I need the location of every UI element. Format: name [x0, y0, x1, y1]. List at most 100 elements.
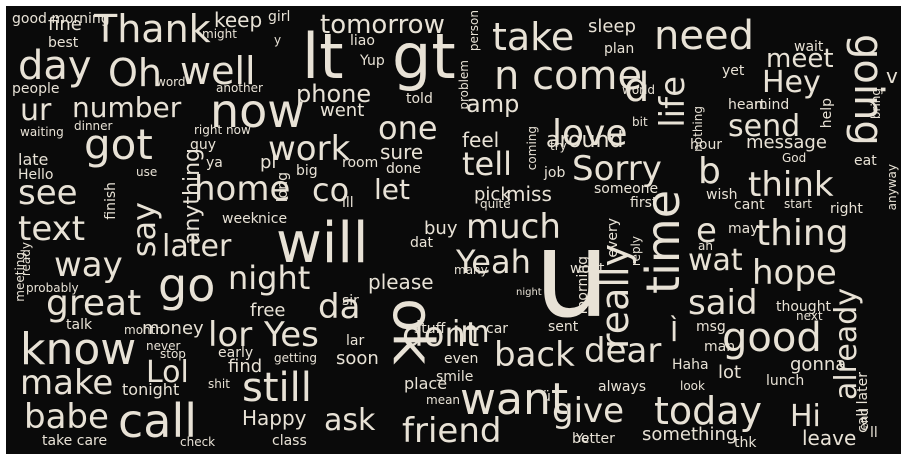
cloud-word: night — [228, 259, 311, 297]
cloud-word: still — [242, 365, 312, 411]
cloud-word: lt — [302, 20, 344, 93]
cloud-word: love — [552, 113, 628, 154]
cloud-word: hope — [752, 253, 837, 293]
cloud-word: done — [386, 161, 421, 177]
cloud-word: Yup — [360, 53, 385, 69]
cloud-word: know — [20, 324, 137, 375]
cloud-word: wish — [706, 187, 738, 203]
cloud-word: start — [784, 197, 812, 211]
cloud-word: got — [84, 120, 153, 169]
cloud-word: pl — [260, 152, 277, 173]
cloud-word: give — [552, 391, 625, 431]
cloud-word: lor — [208, 315, 253, 355]
cloud-word: co — [312, 171, 350, 209]
cloud-word: d — [624, 65, 650, 111]
cloud-word: day — [18, 43, 92, 89]
cloud-word: later — [162, 229, 232, 264]
cloud-word: waiting — [20, 125, 64, 139]
cloud-word: money — [142, 318, 204, 339]
cloud-word: ur — [20, 93, 52, 128]
cloud-word: meet — [766, 44, 834, 74]
cloud-word: bring — [869, 88, 883, 120]
cloud-word: world — [622, 83, 656, 97]
cloud-word: something — [642, 424, 738, 445]
cloud-word: b — [698, 151, 721, 192]
cloud-word: Lol — [146, 355, 189, 390]
cloud-word: many — [454, 263, 488, 277]
cloud-word: im — [452, 315, 490, 350]
cloud-word: best — [48, 35, 79, 51]
cloud-word: mean — [426, 393, 461, 407]
cloud-word: ready — [19, 242, 33, 277]
cloud-word: reply — [629, 236, 643, 267]
cloud-word: even — [444, 351, 479, 367]
cloud-word: right now — [194, 123, 251, 137]
cloud-word: God — [782, 151, 807, 165]
cloud-word: people — [12, 81, 60, 97]
cloud-word: said — [688, 283, 758, 323]
cloud-word: fine — [48, 14, 82, 35]
cloud-word: Thank — [94, 7, 211, 51]
cloud-word: end — [857, 408, 871, 431]
cloud-word: ill — [342, 195, 354, 211]
cloud-word: right — [830, 201, 863, 217]
cloud-word: gonna — [790, 354, 847, 375]
cloud-word: free — [250, 300, 286, 321]
cloud-word: text — [18, 209, 86, 249]
cloud-word: mind — [754, 97, 790, 113]
cloud-word: back — [494, 335, 575, 375]
cloud-word: anything — [180, 148, 205, 246]
cloud-word: next — [796, 309, 823, 323]
cloud-word: dat — [410, 235, 433, 251]
cloud-word: probably — [26, 281, 79, 295]
cloud-word: say — [125, 202, 163, 258]
cloud-word: amp — [466, 90, 520, 118]
cloud-word: man — [704, 339, 736, 355]
cloud-word: another — [216, 81, 263, 95]
cloud-word: today — [654, 389, 763, 433]
cloud-word: gt — [392, 20, 456, 93]
cloud-word: please — [368, 270, 434, 294]
cloud-word: month — [124, 323, 163, 337]
cloud-word: number — [72, 91, 182, 124]
cloud-word: Hi — [790, 399, 821, 434]
cloud-word: work — [268, 129, 351, 169]
cloud-word: pick — [474, 184, 511, 205]
cloud-word: nothing — [691, 106, 705, 152]
cloud-word: late — [18, 150, 49, 169]
cloud-word: Happy — [242, 406, 307, 430]
cloud-word: babe — [24, 397, 109, 437]
cloud-word: hour — [690, 137, 723, 153]
cloud-word: ll — [870, 425, 878, 441]
cloud-word: ah — [698, 239, 713, 253]
cloud-word: lunch — [766, 373, 805, 389]
cloud-word: find — [228, 356, 263, 377]
cloud-word: ü — [542, 389, 551, 405]
cloud-word: let — [374, 173, 410, 206]
cloud-word: told — [406, 91, 433, 107]
cloud-word: Ì — [670, 315, 679, 348]
cloud-word: job — [544, 165, 566, 181]
cloud-word: look — [680, 379, 705, 393]
cloud-word: wont — [570, 261, 605, 277]
cloud-word: well — [180, 49, 256, 93]
cloud-word: sleep — [588, 16, 636, 37]
cloud-word: yet — [722, 63, 745, 79]
cloud-word: class — [272, 433, 307, 449]
cloud-word: word — [156, 75, 186, 89]
cloud-word: getting — [274, 351, 317, 365]
word-cloud: u lt gt will ok call now time go know got still day n… — [6, 6, 901, 454]
cloud-word: miss — [506, 182, 552, 206]
cloud-word: dear — [584, 331, 662, 371]
cloud-word: n come — [494, 53, 643, 99]
cloud-word: plan — [604, 41, 635, 57]
cloud-word: good — [722, 315, 822, 361]
cloud-word: room — [342, 155, 379, 171]
cloud-word: lar — [346, 333, 365, 349]
cloud-word: sir — [342, 293, 359, 309]
cloud-word: phone — [296, 80, 372, 108]
cloud-word: now — [210, 84, 305, 138]
cloud-word: send — [728, 109, 801, 144]
cloud-word: big — [296, 163, 318, 179]
cloud-word: take — [492, 15, 575, 59]
